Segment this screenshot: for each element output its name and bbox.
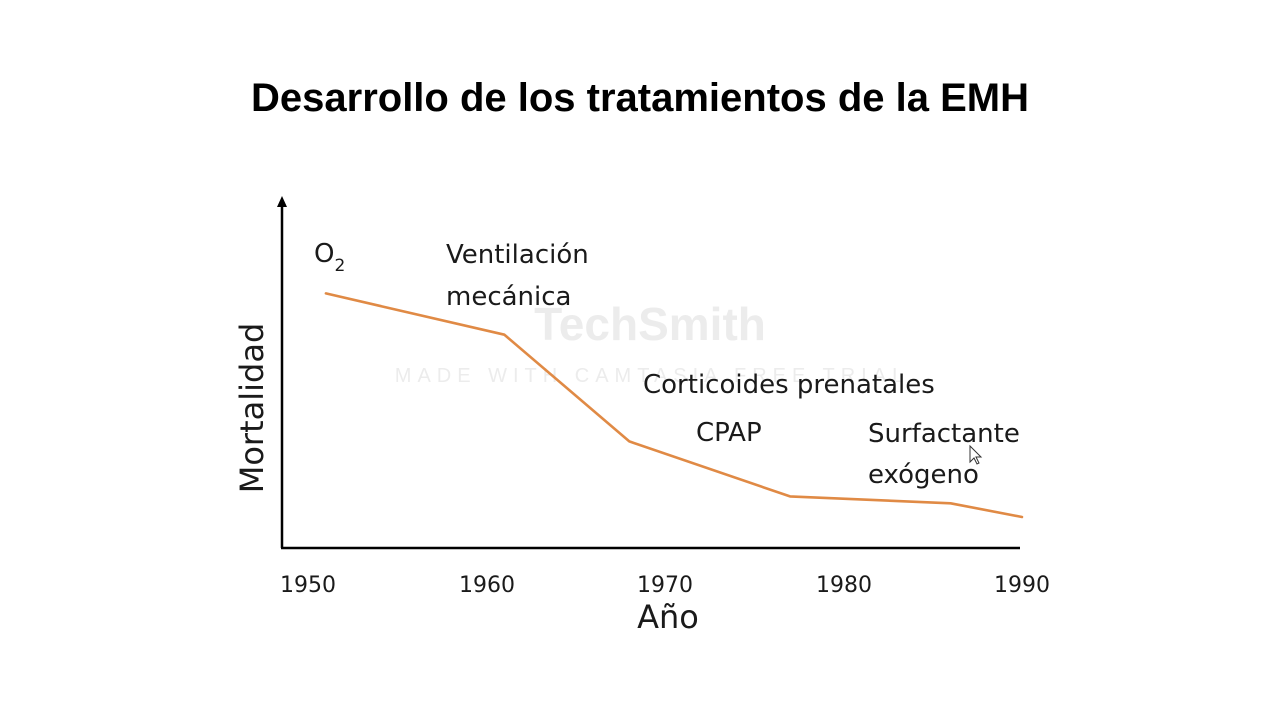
annotation-o2-base: O [314, 239, 334, 269]
watermark-brand: TechSmith [534, 298, 766, 350]
x-tick-label: 1970 [637, 573, 693, 598]
annotation-line: Corticoides prenatales [643, 370, 935, 400]
annotation-o2-subscript: 2 [334, 256, 345, 276]
x-tick-label: 1990 [994, 573, 1050, 598]
y-axis-arrow [277, 196, 287, 207]
x-tick-labels: 1950 1960 1970 1980 1990 [280, 573, 1050, 598]
y-axis-label: Mortalidad [233, 323, 271, 494]
annotation-corticoides: Corticoides prenatales [643, 370, 935, 400]
annotation-line: Surfactante [868, 419, 1020, 449]
annotation-cpap: CPAP [696, 418, 762, 448]
annotation-line: CPAP [696, 418, 762, 448]
watermark-tagline: MADE WITH CAMTASIA FREE TRIAL [395, 365, 909, 387]
x-tick-label: 1950 [280, 573, 336, 598]
x-tick-label: 1980 [816, 573, 872, 598]
annotation-line: Ventilación [446, 240, 589, 270]
annotation-ventilacion: Ventilación mecánica [446, 240, 597, 312]
x-axis-label: Año [637, 598, 699, 636]
series-line [324, 292, 1024, 519]
annotation-line: mecánica [446, 282, 571, 312]
watermark: TechSmith MADE WITH CAMTASIA FREE TRIAL [395, 298, 909, 387]
chart-title: Desarrollo de los tratamientos de la EMH [251, 76, 1029, 120]
x-tick-label: 1960 [459, 573, 515, 598]
annotation-o2: O2 [314, 239, 345, 276]
annotation-line: exógeno [868, 460, 979, 490]
cursor-icon [969, 444, 983, 465]
annotation-surfactante: Surfactante exógeno [868, 419, 1028, 490]
